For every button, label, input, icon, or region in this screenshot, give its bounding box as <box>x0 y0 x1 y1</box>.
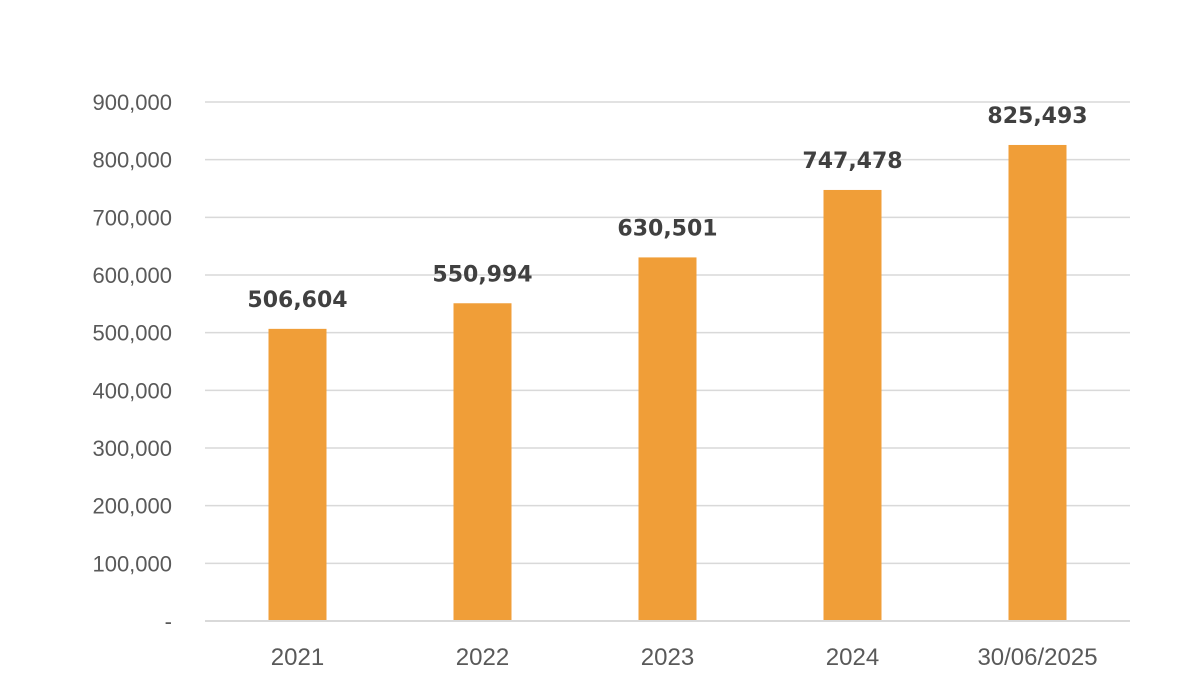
x-category-label: 2023 <box>641 644 694 671</box>
bar <box>1008 144 1067 621</box>
y-tick-label: 900,000 <box>92 90 172 115</box>
bar-value-label: 506,604 <box>247 288 347 313</box>
x-category-label: 2022 <box>456 644 509 671</box>
bar <box>453 303 512 621</box>
y-tick-label: 300,000 <box>92 436 172 461</box>
x-category-label: 2021 <box>271 644 324 671</box>
bar <box>268 328 327 621</box>
bar-value-label: 550,994 <box>432 262 532 287</box>
data-labels: 506,604 550,994 630,501 747,478 825,493 <box>247 104 1087 313</box>
y-axis-tick-labels: - 100,000 200,000 300,000 400,000 500,000 600,… <box>92 90 172 634</box>
bar <box>638 257 697 621</box>
bar-value-label: 630,501 <box>617 216 717 241</box>
y-tick-label: - <box>165 609 172 634</box>
bar-value-label: 825,493 <box>987 104 1087 129</box>
bars <box>268 144 1067 621</box>
x-category-label: 30/06/2025 <box>977 644 1097 671</box>
bar-value-label: 747,478 <box>802 149 902 174</box>
x-category-label: 2024 <box>826 644 879 671</box>
y-tick-label: 700,000 <box>92 205 172 230</box>
y-tick-label: 400,000 <box>92 378 172 403</box>
y-tick-label: 500,000 <box>92 321 172 346</box>
y-tick-label: 100,000 <box>92 551 172 576</box>
y-tick-label: 200,000 <box>92 494 172 519</box>
y-tick-label: 600,000 <box>92 263 172 288</box>
y-tick-label: 800,000 <box>92 148 172 173</box>
bar <box>823 189 882 621</box>
x-axis-category-labels: 2021 2022 2023 2024 30/06/2025 <box>271 644 1098 671</box>
